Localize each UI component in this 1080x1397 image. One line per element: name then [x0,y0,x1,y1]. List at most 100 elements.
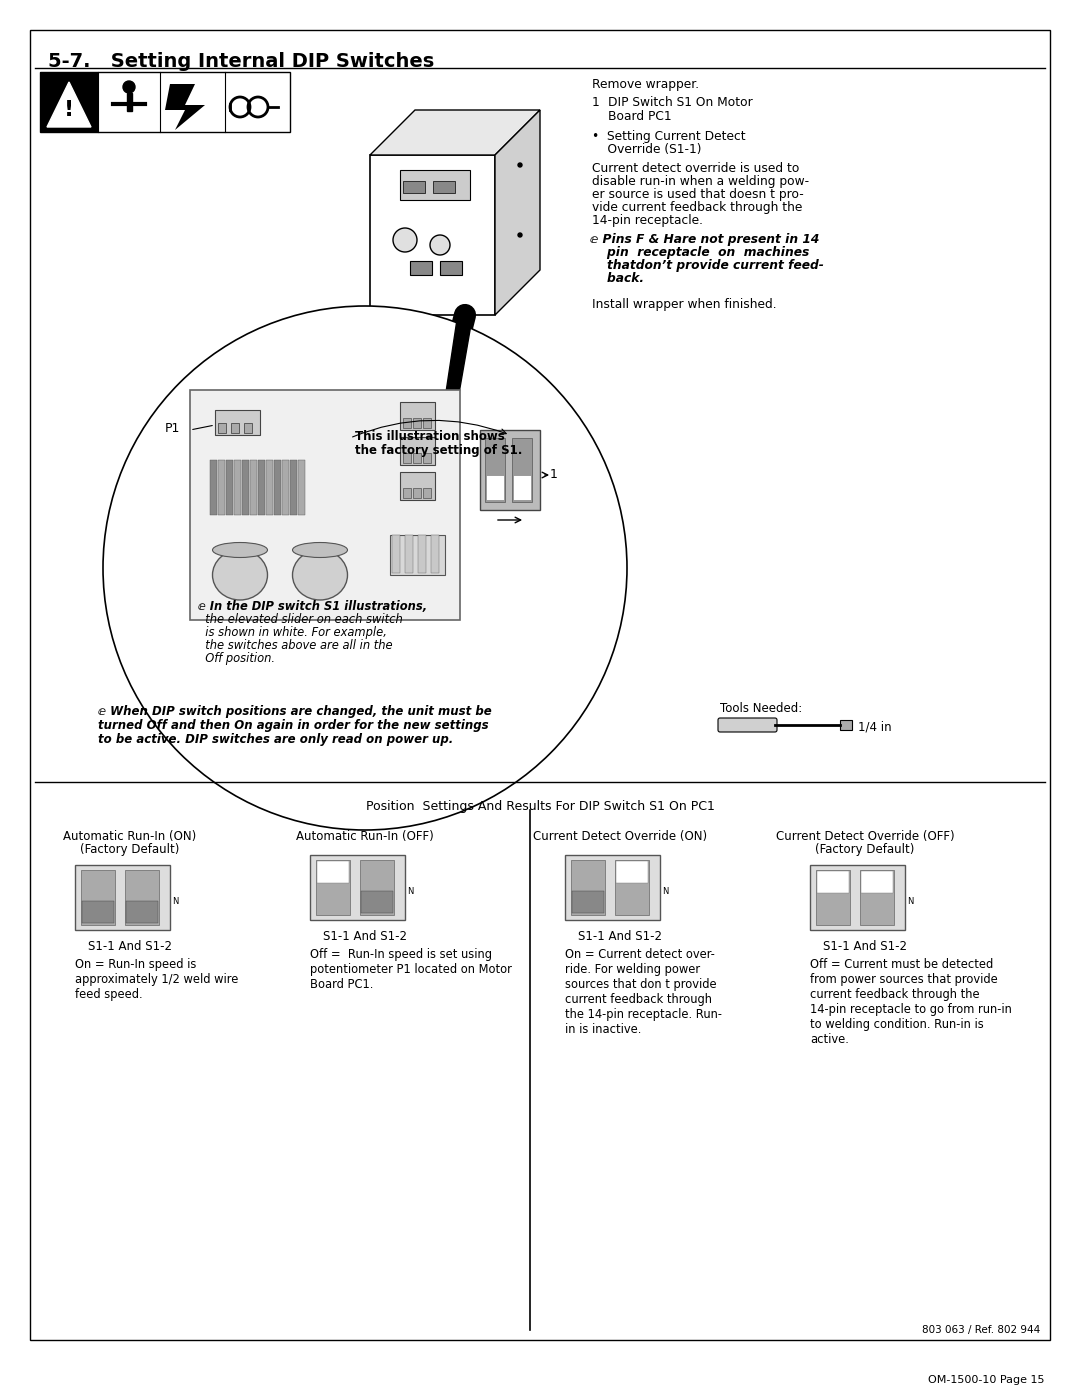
Text: !: ! [64,101,75,120]
Bar [190,390,460,620]
Circle shape [393,228,417,251]
Bar [291,460,297,515]
Bar [405,535,413,573]
Text: (Factory Default): (Factory Default) [80,842,179,856]
Bar [81,870,114,925]
Polygon shape [438,313,473,446]
Circle shape [518,233,522,237]
Bar [258,460,265,515]
Text: S1-1 And S1-2: S1-1 And S1-2 [323,930,407,943]
Bar [403,488,411,497]
Bar [616,861,648,883]
Bar [423,488,431,497]
Text: On = Current detect over-
ride. For welding power
sources that don t provide
cur: On = Current detect over- ride. For weld… [565,949,723,1037]
Bar [413,453,421,462]
Polygon shape [165,84,205,130]
Bar [486,475,504,500]
Bar [298,460,305,515]
Bar [861,870,893,893]
Text: S1-1 And S1-2: S1-1 And S1-2 [578,930,662,943]
Bar [215,409,260,434]
Bar [210,460,217,515]
Bar [400,437,435,465]
Bar [40,73,291,131]
Text: Override (S1-1): Override (S1-1) [592,142,702,156]
Circle shape [430,235,450,256]
Bar [403,453,411,462]
Bar [840,719,852,731]
Bar [218,460,225,515]
Text: Install wrapper when finished.: Install wrapper when finished. [592,298,777,312]
Text: 1: 1 [592,96,599,109]
Bar [410,261,432,275]
Bar [400,472,435,500]
Text: ⅇ In the DIP switch S1 illustrations,: ⅇ In the DIP switch S1 illustrations, [198,599,427,613]
Polygon shape [48,82,91,127]
Bar [316,861,350,915]
Bar [810,865,905,930]
Text: ⅇ Pins F & Hare not present in 14: ⅇ Pins F & Hare not present in 14 [590,233,820,246]
Bar [418,535,426,573]
Text: Position  Settings And Results For DIP Switch S1 On PC1: Position Settings And Results For DIP Sw… [365,800,715,813]
Text: Off = Current must be detected
from power sources that provide
current feedback : Off = Current must be detected from powe… [810,958,1012,1046]
Text: N: N [407,887,414,897]
Text: On = Run-In speed is
approximately 1/2 weld wire
feed speed.: On = Run-In speed is approximately 1/2 w… [75,958,239,1002]
Circle shape [123,81,135,94]
Ellipse shape [213,550,268,599]
Polygon shape [370,155,495,314]
Bar [282,460,289,515]
Bar [318,861,349,883]
Text: Board PC1: Board PC1 [608,110,672,123]
Bar [565,855,660,921]
Text: back.: back. [590,272,644,285]
Bar [512,439,532,502]
Text: the switches above are all in the: the switches above are all in the [198,638,393,652]
Bar [390,535,445,576]
Text: N: N [907,897,914,907]
Text: Current Detect Override (ON): Current Detect Override (ON) [532,830,707,842]
Text: Off position.: Off position. [198,652,275,665]
Text: Tools Needed:: Tools Needed: [720,703,802,715]
Circle shape [518,163,522,168]
Text: vide current feedback through the: vide current feedback through the [592,201,802,214]
Ellipse shape [293,542,348,557]
Bar [485,439,505,502]
Text: 803 063 / Ref. 802 944: 803 063 / Ref. 802 944 [921,1324,1040,1336]
Bar [480,430,540,510]
Text: OM-1500-10 Page 15: OM-1500-10 Page 15 [929,1375,1045,1384]
Bar [244,423,252,433]
Text: Automatic Run-In (OFF): Automatic Run-In (OFF) [296,830,434,842]
Text: 1: 1 [550,468,558,482]
Polygon shape [495,110,540,314]
Bar [226,460,233,515]
Bar [572,891,604,914]
Bar [266,460,273,515]
Bar [310,855,405,921]
Bar [423,453,431,462]
Text: is shown in white. For example,: is shown in white. For example, [198,626,387,638]
Bar [413,488,421,497]
Bar [860,870,894,925]
Ellipse shape [293,550,348,599]
Bar [125,870,159,925]
Bar [218,423,226,433]
Bar [433,182,455,193]
Bar [126,901,158,923]
Bar [82,901,114,923]
FancyBboxPatch shape [718,718,777,732]
Bar [400,170,470,200]
Text: P1: P1 [165,422,180,434]
Text: 1/4 in: 1/4 in [858,719,892,733]
Text: This illustration shows: This illustration shows [355,430,504,443]
Bar [360,861,394,915]
Text: N: N [172,897,178,907]
Polygon shape [370,110,540,155]
Bar [274,460,281,515]
Text: •  Setting Current Detect: • Setting Current Detect [592,130,745,142]
Bar [234,460,241,515]
Bar [392,535,400,573]
Text: disable run-in when a welding pow-: disable run-in when a welding pow- [592,175,809,189]
Text: Off =  Run-In speed is set using
potentiometer P1 located on Motor
Board PC1.: Off = Run-In speed is set using potentio… [310,949,512,990]
Text: S1-1 And S1-2: S1-1 And S1-2 [823,940,907,953]
Text: Current detect override is used to: Current detect override is used to [592,162,799,175]
